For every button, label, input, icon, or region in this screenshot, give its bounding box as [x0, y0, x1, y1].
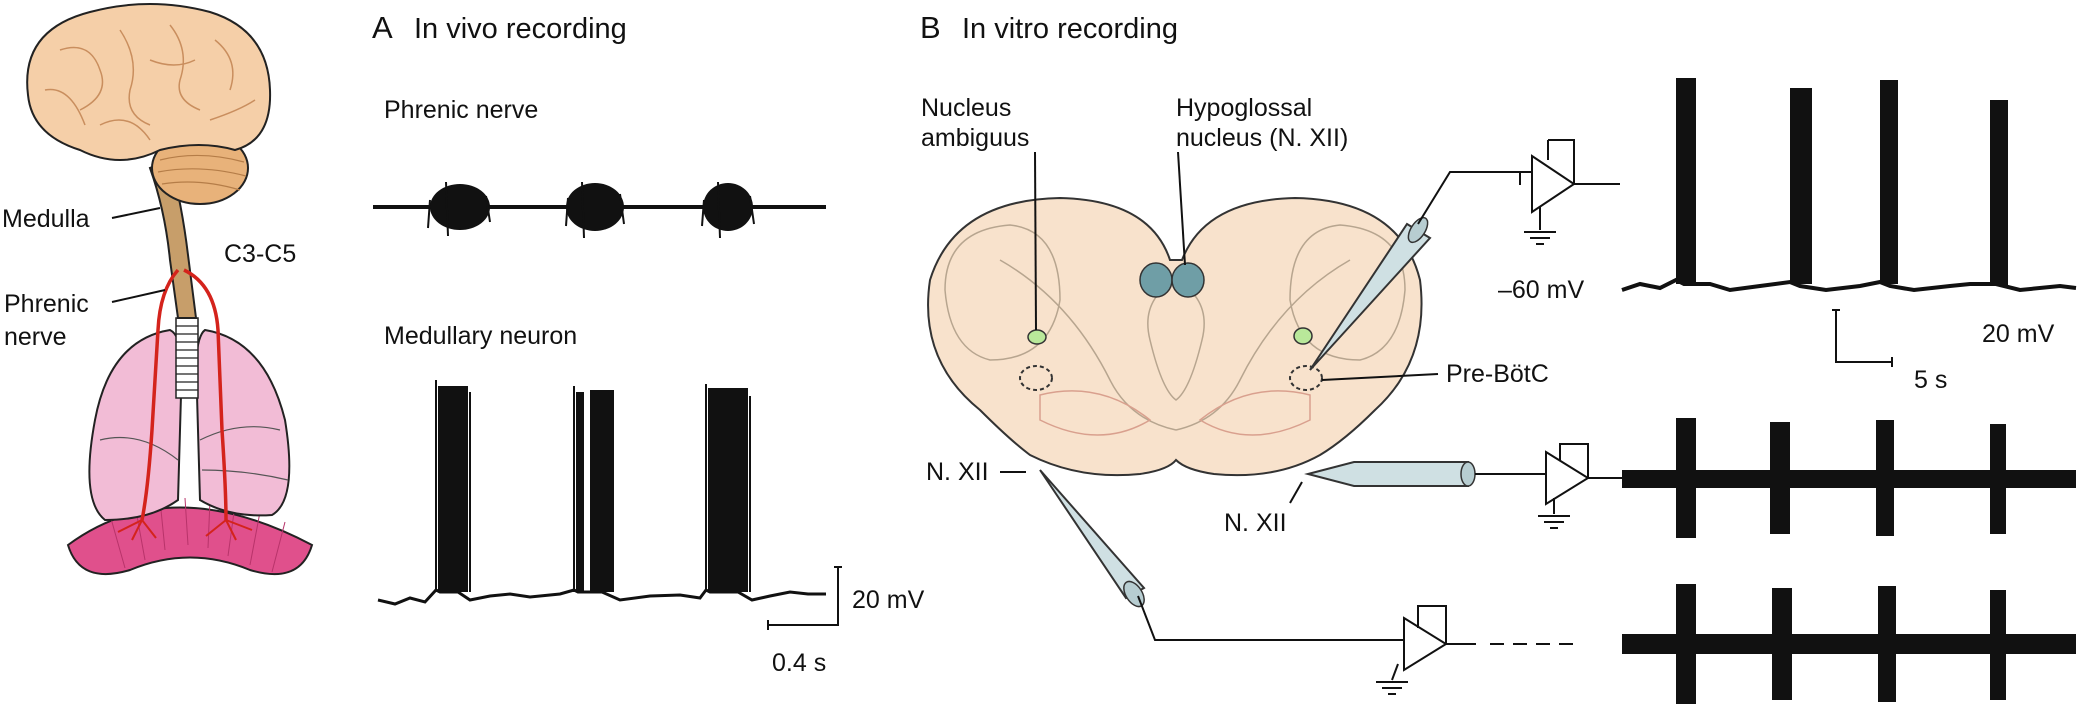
label-phrenic-line2: nerve: [4, 323, 67, 351]
phrenic-nerve-right: [183, 268, 228, 521]
phrenic-burst-1: [427, 181, 491, 237]
trace-medullary-neuron: [377, 588, 826, 606]
scale-b-time: 5 s: [1914, 366, 1947, 394]
label-nucleus-ambiguus-2: ambiguus: [921, 124, 1029, 152]
nxii-left-burst-3: [1878, 586, 1896, 702]
anatomy-illustration: Medulla C3-C5 Phrenic nerve: [2, 3, 314, 576]
label-medulla: Medulla: [2, 205, 90, 233]
pre-botc-left: [1019, 365, 1053, 391]
trace-pre-botc: [1621, 78, 2077, 293]
electrode-nxii-right: [1304, 461, 1476, 487]
diaphragm-striations: [109, 497, 286, 573]
amplifier-1-circuit: [1417, 139, 1620, 245]
label-hypoglossal-1: Hypoglossal: [1176, 94, 1312, 122]
pre-botc-burst-1: [1676, 78, 1696, 284]
pre-botc-burst-3: [1880, 80, 1898, 284]
nxii-right-burst-3: [1876, 420, 1894, 536]
label-hypoglossal-2: nucleus (N. XII): [1176, 124, 1348, 152]
label-c3c5: C3-C5: [224, 240, 296, 268]
panel-a-title: In vivo recording: [414, 13, 627, 45]
label-resting-potential: –60 mV: [1498, 276, 1584, 304]
scale-a-voltage: 20 mV: [852, 586, 925, 614]
phrenic-nerve-left: [140, 268, 180, 521]
electrode-pre-botc: [1309, 216, 1432, 371]
nucleus-ambiguus-right: [1293, 327, 1313, 345]
brainstem-slice: [927, 196, 1423, 477]
nxii-right-burst-4: [1990, 424, 2006, 534]
phrenic-burst-3: [701, 181, 755, 239]
pre-botc-burst-2: [1790, 88, 1812, 284]
amplifier-3: [1403, 616, 1448, 672]
panel-a-letter: A: [372, 10, 393, 45]
panel-b-title: In vitro recording: [962, 13, 1178, 45]
left-lung: [88, 328, 184, 522]
nxii-left-burst-4: [1990, 590, 2006, 700]
trace-phrenic-nerve: [373, 181, 826, 239]
label-nxii-left: N. XII: [926, 458, 989, 486]
scale-b-voltage: 20 mV: [1982, 320, 2055, 348]
trace-nxii-right: [1622, 418, 2076, 538]
neuron-burst-3: [705, 384, 751, 592]
trace-nxii-left: [1622, 584, 2076, 704]
neuron-burst-2: [573, 386, 614, 592]
panel-a: A In vivo recording Phrenic nerve Medull…: [372, 10, 925, 677]
pre-botc-burst-4: [1990, 100, 2008, 286]
cerebrum: [26, 3, 272, 161]
label-nucleus-ambiguus-1: Nucleus: [921, 94, 1011, 122]
hypoglossal-nucleus-right: [1171, 262, 1205, 298]
scale-a-time: 0.4 s: [772, 649, 826, 677]
nucleus-ambiguus-left: [1027, 329, 1047, 345]
label-medullary-neuron: Medullary neuron: [384, 322, 577, 350]
label-phrenic-nerve-trace: Phrenic nerve: [384, 96, 538, 124]
nxii-left-burst-2: [1772, 588, 1792, 700]
label-pre-botc: Pre-BötC: [1446, 360, 1549, 388]
neuron-burst-1: [435, 380, 471, 592]
scale-bar-b: [1832, 309, 1893, 367]
label-nxii-right: N. XII: [1224, 509, 1287, 537]
nxii-left-burst-1: [1676, 584, 1696, 704]
amplifier-3-circuit: [1137, 595, 1580, 695]
label-phrenic-line1: Phrenic: [4, 290, 89, 318]
amplifier-2-circuit: [1475, 443, 1622, 529]
pre-botc-right: [1289, 365, 1323, 391]
amplifier-2: [1545, 450, 1590, 506]
amplifier-1: [1531, 154, 1576, 214]
nxii-right-burst-1: [1676, 418, 1696, 538]
electrode-nxii-left: [1039, 469, 1146, 608]
nxii-right-burst-2: [1770, 422, 1790, 534]
scale-bar-a: [767, 566, 842, 630]
panel-b-letter: B: [920, 10, 941, 45]
phrenic-burst-2: [565, 181, 625, 239]
hypoglossal-nucleus-left: [1139, 262, 1173, 298]
right-lung: [194, 328, 291, 517]
panel-b: B In vitro recording Nucleus ambiguus Hy…: [920, 10, 2077, 704]
